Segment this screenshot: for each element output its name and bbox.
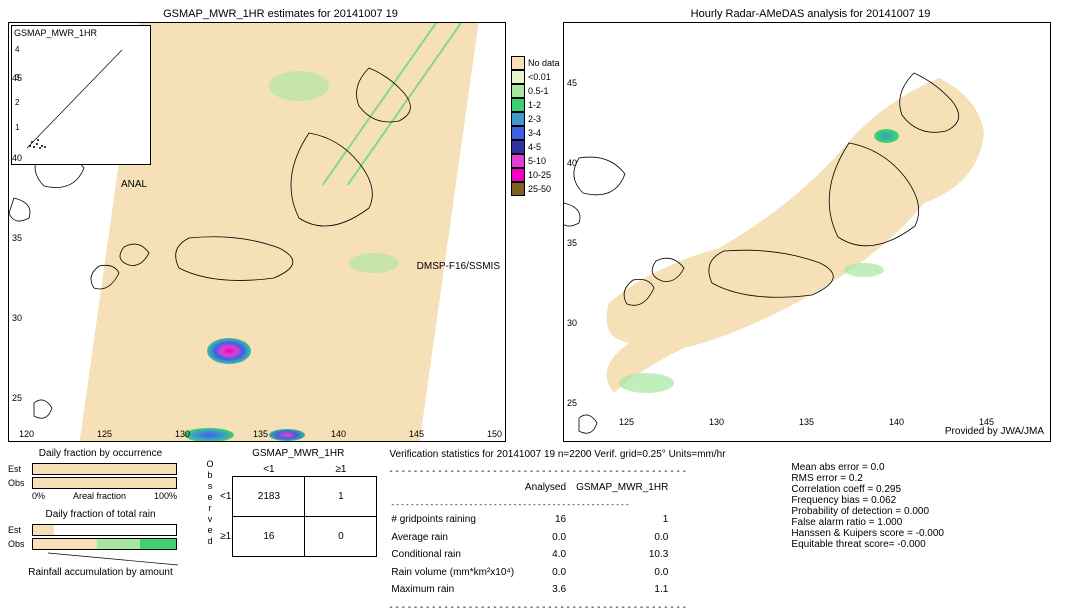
metric-line: Frequency bias = 0.062 — [791, 495, 944, 506]
est-label-2: Est — [8, 525, 32, 535]
svg-text:2: 2 — [15, 98, 20, 107]
colorbar-item: 4-5 — [511, 140, 571, 154]
left-map-box: GSMAP_MWR_1HR 4 3 2 1 ANAL DMSP-F16/SSMI… — [8, 22, 506, 442]
coastline-japan-right — [564, 23, 1051, 442]
anal-label: ANAL — [121, 179, 147, 190]
inset-label: GSMAP_MWR_1HR — [12, 26, 150, 40]
obs-label: Obs — [8, 478, 32, 488]
contingency-title: GSMAP_MWR_1HR — [219, 448, 377, 459]
right-map-panel: Hourly Radar-AMeDAS analysis for 2014100… — [563, 8, 1058, 442]
accumulation-footer: Rainfall accumulation by amount — [8, 567, 193, 578]
right-map-title: Hourly Radar-AMeDAS analysis for 2014100… — [563, 8, 1058, 20]
est-total-bar — [32, 524, 177, 536]
inset-scatter-plot: 4 3 2 1 — [12, 40, 150, 160]
verif-header: Verification statistics for 20141007 19 … — [389, 448, 779, 463]
y-tick: 25 — [12, 393, 22, 403]
obs-occurrence-bar — [32, 477, 177, 489]
colorbar-item: 5-10 — [511, 154, 571, 168]
divider-2: - - - - - - - - - - - - - - - - - - - - … — [389, 601, 779, 615]
metric-line: False alarm ratio = 1.000 — [791, 517, 944, 528]
obs-label-2: Obs — [8, 539, 32, 549]
colorbar-item: 2-3 — [511, 112, 571, 126]
x-tick: 130 — [709, 417, 724, 427]
svg-text:4: 4 — [15, 45, 20, 54]
metric-line: Equitable threat score= -0.000 — [791, 539, 944, 550]
colorbar-item: 3-4 — [511, 126, 571, 140]
fraction-panels: Daily fraction by occurrence Est Obs 0% … — [8, 448, 193, 582]
colorbar-item: 25-50 — [511, 182, 571, 196]
top-row: GSMAP_MWR_1HR estimates for 20141007 19 — [8, 8, 1072, 442]
x-tick: 130 — [175, 429, 190, 439]
y-tick: 30 — [567, 318, 577, 328]
occurrence-title: Daily fraction by occurrence — [8, 448, 193, 459]
y-tick: 40 — [12, 153, 22, 163]
x-tick: 140 — [331, 429, 346, 439]
est-occurrence-row: Est — [8, 463, 193, 475]
metric-line: Hanssen & Kuipers score = -0.000 — [791, 528, 944, 539]
y-tick: 45 — [12, 73, 22, 83]
metric-line: Probability of detection = 0.000 — [791, 506, 944, 517]
est-occurrence-bar — [32, 463, 177, 475]
totalrain-title: Daily fraction of total rain — [8, 509, 193, 520]
areal-axis: 0% Areal fraction 100% — [32, 491, 177, 501]
observed-side-label: Observed — [205, 459, 215, 547]
verification-stats: Verification statistics for 20141007 19 … — [389, 448, 779, 615]
obs-total-bar — [32, 538, 177, 550]
est-total-row: Est — [8, 524, 193, 536]
colorbar-item: <0.01 — [511, 70, 571, 84]
svg-text:1: 1 — [15, 123, 20, 132]
contingency-panel: Observed GSMAP_MWR_1HR <1≥1<121831≥1160 — [205, 448, 377, 557]
axis-right: 100% — [154, 491, 177, 501]
verif-table: AnalysedGSMAP_MWR_1HR- - - - - - - - - -… — [389, 479, 678, 601]
y-tick: 45 — [567, 78, 577, 88]
x-tick: 135 — [253, 429, 268, 439]
total-connector — [8, 552, 188, 566]
left-map-panel: GSMAP_MWR_1HR estimates for 20141007 19 — [8, 8, 553, 442]
metric-line: Mean abs error = 0.0 — [791, 462, 944, 473]
x-tick: 145 — [409, 429, 424, 439]
sensor-label: DMSP-F16/SSMIS — [417, 261, 500, 272]
x-tick: 125 — [619, 417, 634, 427]
inset-scatter: GSMAP_MWR_1HR 4 3 2 1 — [11, 25, 151, 165]
x-tick: 150 — [487, 429, 502, 439]
obs-occurrence-row: Obs — [8, 477, 193, 489]
metrics-panel: Mean abs error = 0.0RMS error = 0.2Corre… — [791, 462, 944, 550]
axis-left: 0% — [32, 491, 45, 501]
est-label: Est — [8, 464, 32, 474]
x-tick: 135 — [799, 417, 814, 427]
x-tick: 120 — [19, 429, 34, 439]
colorbar-item: 0.5-1 — [511, 84, 571, 98]
y-tick: 30 — [12, 313, 22, 323]
bottom-row: Daily fraction by occurrence Est Obs 0% … — [8, 448, 1072, 615]
y-tick: 35 — [12, 233, 22, 243]
right-map-box: 4540353025 125130135140145 Provided by J… — [563, 22, 1051, 442]
colorbar-item: 10-25 — [511, 168, 571, 182]
colorbar-item: 1-2 — [511, 98, 571, 112]
colorbar-item: No data — [511, 56, 571, 70]
y-tick: 35 — [567, 238, 577, 248]
provider-label: Provided by JWA/JMA — [945, 426, 1044, 437]
contingency-table: <1≥1<121831≥1160 — [219, 463, 377, 557]
obs-total-row: Obs — [8, 538, 193, 550]
x-tick: 140 — [889, 417, 904, 427]
axis-caption: Areal fraction — [73, 491, 126, 501]
divider-1: - - - - - - - - - - - - - - - - - - - - … — [389, 465, 779, 480]
x-tick: 125 — [97, 429, 112, 439]
colorbar: No data<0.010.5-11-22-33-44-55-1010-2525… — [511, 56, 571, 196]
y-tick: 40 — [567, 158, 577, 168]
left-map-title: GSMAP_MWR_1HR estimates for 20141007 19 — [8, 8, 553, 20]
metric-line: RMS error = 0.2 — [791, 473, 944, 484]
metric-line: Correlation coeff = 0.295 — [791, 484, 944, 495]
y-tick: 25 — [567, 398, 577, 408]
